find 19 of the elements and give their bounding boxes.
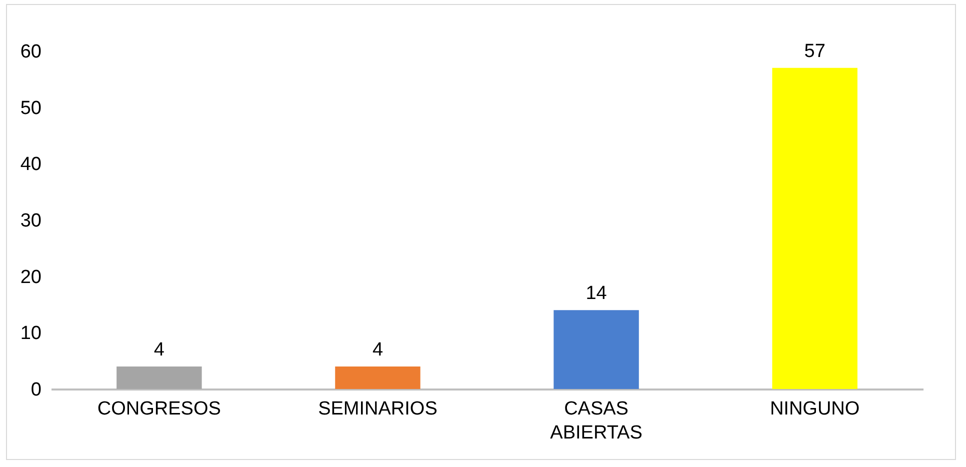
bar (554, 310, 639, 389)
y-tick-label: 0 (30, 380, 42, 400)
bar (116, 366, 202, 389)
y-tick-label: 50 (20, 98, 42, 119)
x-tick-label: CASAS ABIERTAS (550, 398, 642, 444)
y-tick-label: 40 (20, 154, 42, 176)
data-label: 4 (154, 339, 165, 360)
bar (335, 366, 420, 389)
y-tick-label: 20 (20, 266, 42, 288)
y-tick-label: 30 (20, 210, 42, 232)
data-label: 4 (372, 339, 384, 360)
data-label: 57 (804, 40, 826, 62)
data-label: 14 (586, 283, 608, 304)
y-tick-label: 60 (20, 42, 42, 62)
x-tick-label: NINGUNO (770, 398, 860, 420)
x-tick-label: SEMINARIOS (318, 398, 438, 420)
bar (772, 68, 858, 389)
x-tick-label: CONGRESOS (97, 398, 221, 420)
y-tick-label: 10 (20, 323, 42, 344)
